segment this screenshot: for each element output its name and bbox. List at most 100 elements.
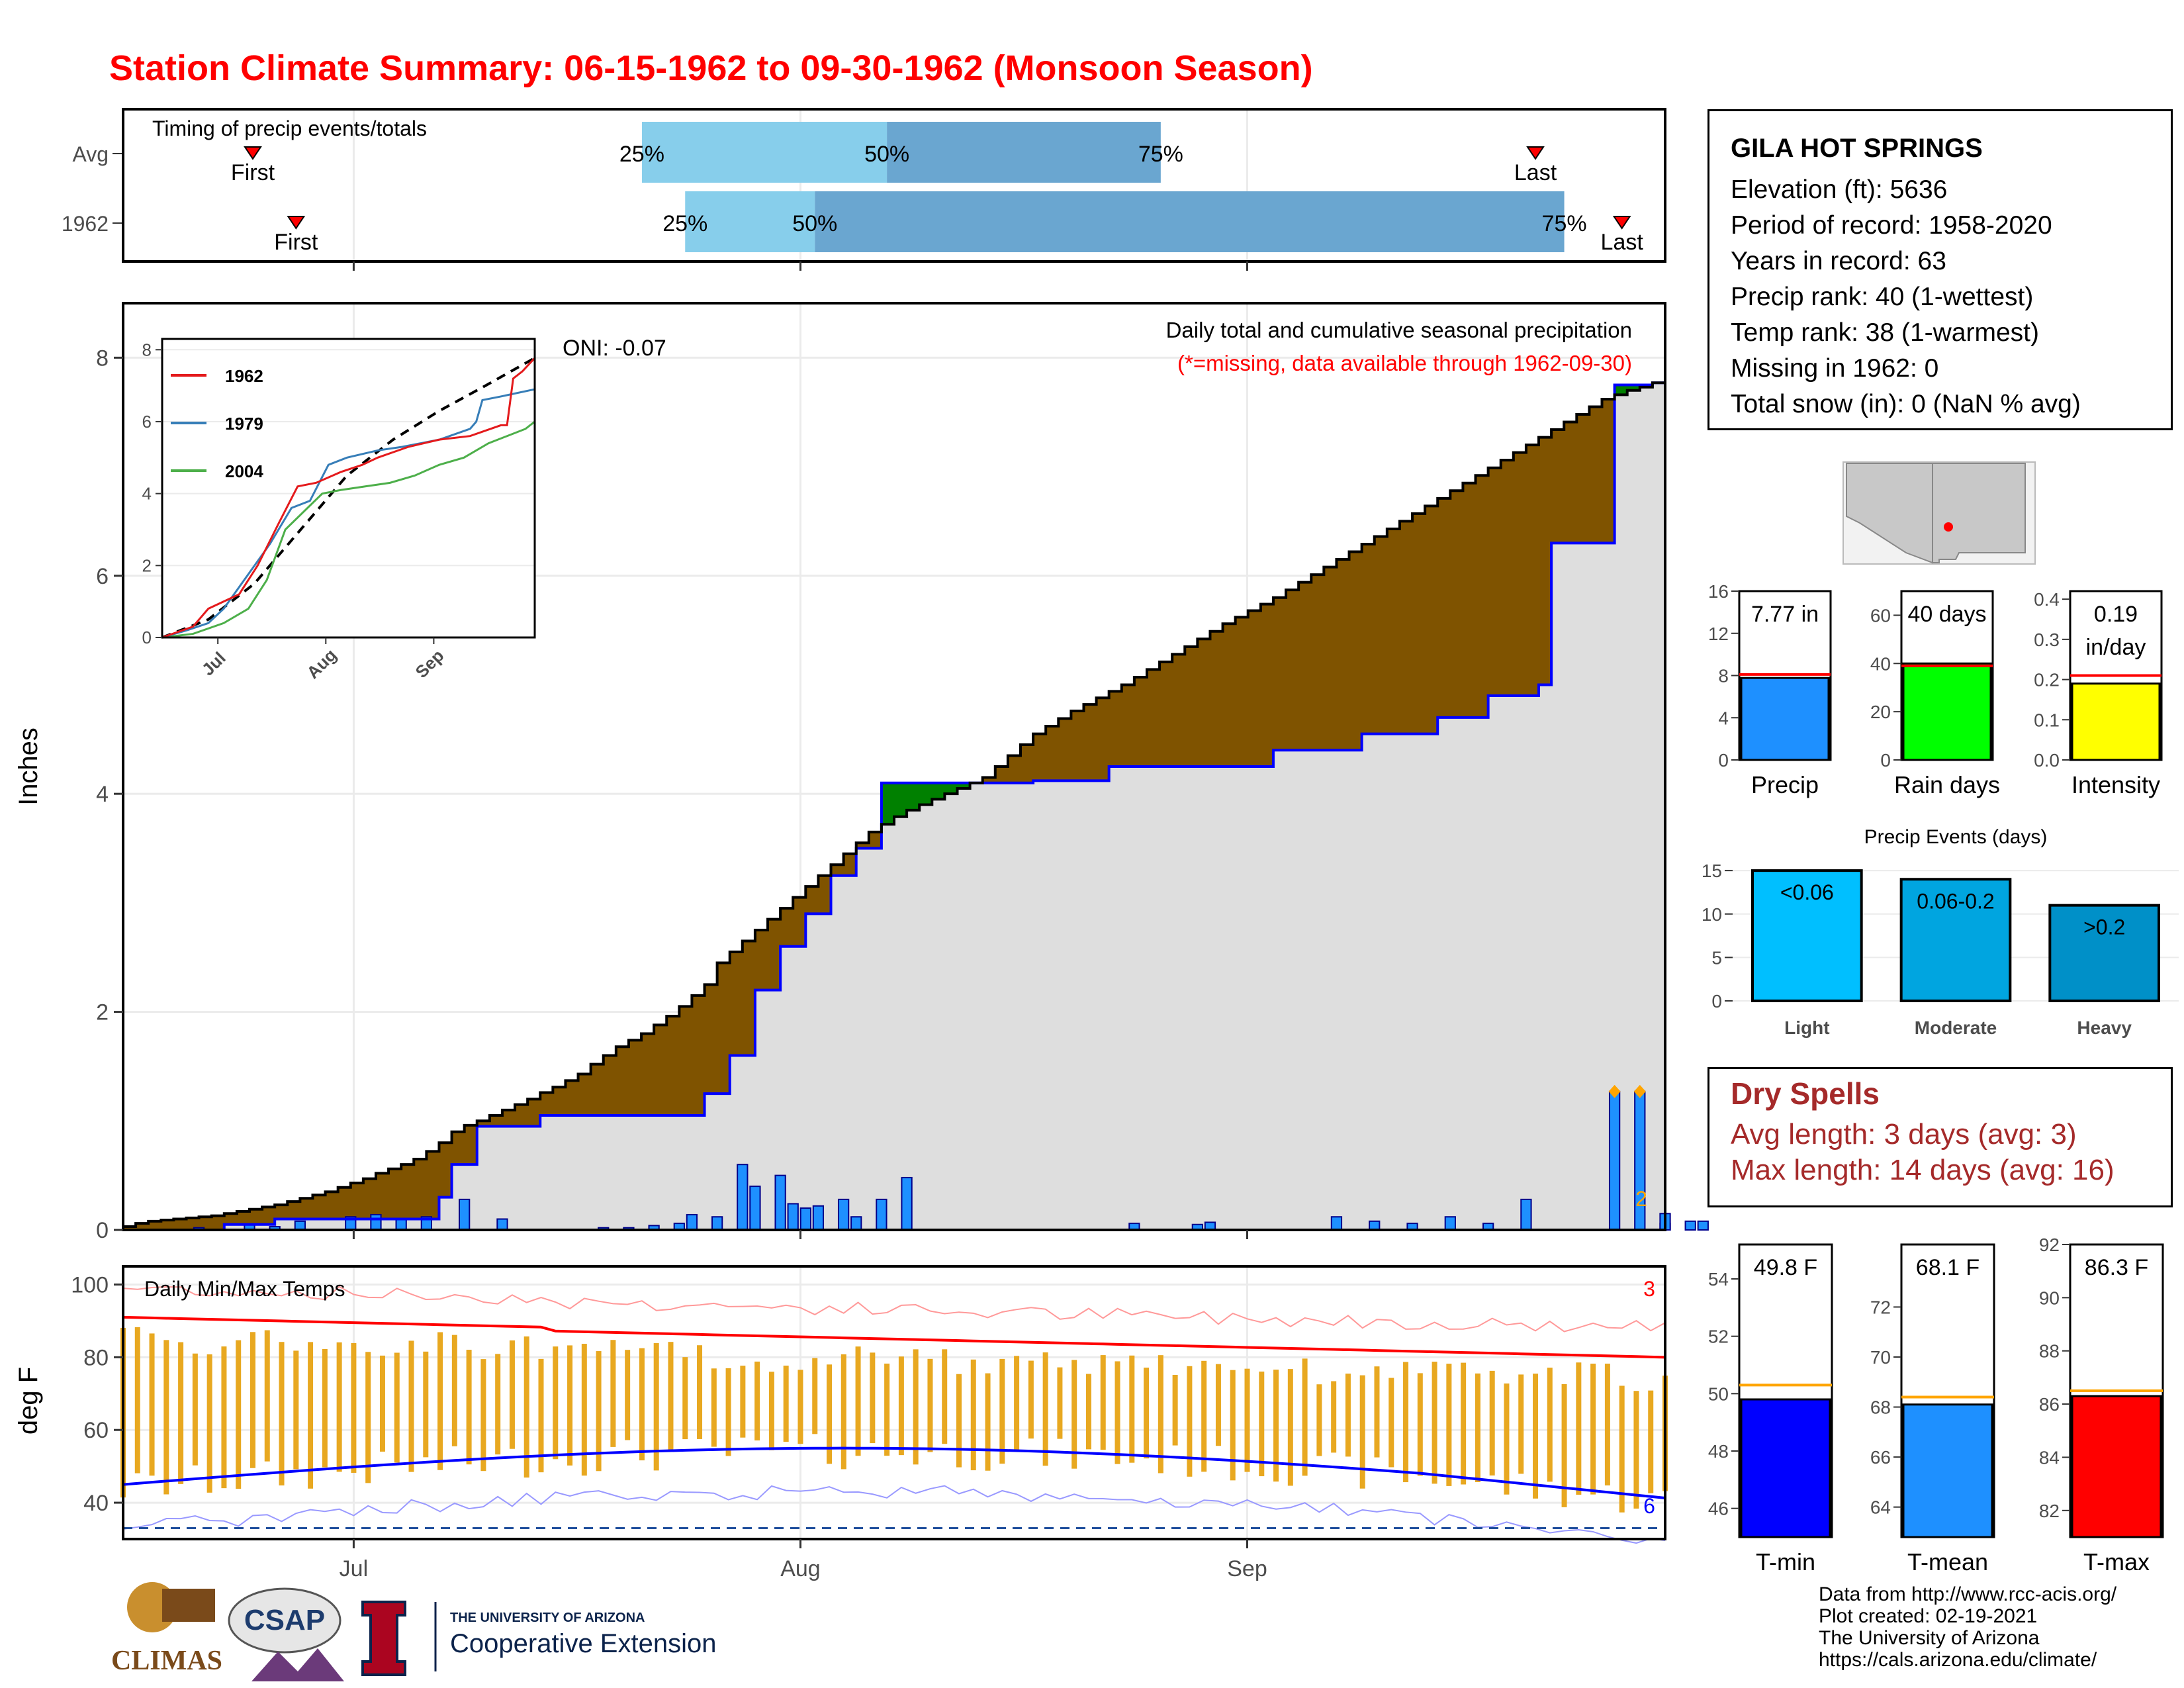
daily-temp-range-bar	[596, 1351, 602, 1472]
temps-chart-title: Daily Min/Max Temps	[144, 1277, 345, 1301]
daily-temp-range-bar	[495, 1354, 501, 1455]
daily-precip-bar	[837, 1198, 850, 1231]
gauge-y-tick-label: 92	[2039, 1235, 2060, 1255]
record-high-count: 3	[1643, 1277, 1655, 1301]
events-bar	[2048, 904, 2160, 1002]
station-snow: Total snow (in): 0 (NaN % avg)	[1731, 390, 2081, 418]
daily-temp-range-bar	[1561, 1383, 1567, 1507]
quartile-label-25: 25%	[619, 142, 664, 167]
gauge-y-tick-label: 0	[1880, 750, 1891, 771]
timing-chart: 25% 50% 75% First Last Avg 25% 50% 75% First Last 1…	[62, 108, 1666, 271]
inset-y-tick-label: 8	[142, 340, 152, 359]
precip-y-tick-label: 8	[96, 346, 109, 371]
last-event-label: Last	[1514, 160, 1557, 185]
climas-logo-block-icon	[162, 1589, 215, 1622]
gauge-y-tick-label: 86	[2039, 1394, 2060, 1415]
last-event-label: Last	[1601, 230, 1644, 255]
precip-chart-title: Daily total and cumulative seasonal prec…	[1166, 318, 1632, 342]
daily-temp-range-bar	[1085, 1374, 1091, 1450]
events-bar	[1751, 869, 1863, 1002]
quartile-label-25: 25%	[662, 211, 707, 236]
first-event-marker	[244, 146, 262, 160]
daily-temp-range-bar	[625, 1350, 631, 1440]
daily-temp-range-bar	[1230, 1370, 1236, 1481]
daily-temp-range-bar	[970, 1359, 976, 1471]
station-precip-rank: Precip rank: 40 (1-wettest)	[1731, 283, 2034, 311]
daily-precip-bar	[774, 1174, 786, 1231]
daily-temp-range-bar	[754, 1361, 760, 1441]
daily-temp-range-bar	[1071, 1360, 1077, 1469]
inset-legend-label: 1962	[225, 366, 263, 386]
daily-temp-range-bar	[322, 1349, 328, 1468]
precip-y-tick-label: 6	[96, 564, 109, 589]
csap-logo-cloud-icon	[228, 1587, 341, 1654]
daily-temp-range-bar	[394, 1352, 400, 1463]
daily-temp-range-bar	[898, 1356, 904, 1456]
daily-temp-range-bar	[1042, 1352, 1048, 1466]
events-bar	[1899, 878, 2012, 1002]
daily-precip-bar	[876, 1198, 887, 1231]
daily-precip-bar	[1684, 1220, 1696, 1231]
daily-temp-range-bar	[1633, 1391, 1639, 1509]
daily-temp-range-bar	[538, 1358, 544, 1473]
temps-y-tick-label: 80	[83, 1345, 109, 1370]
credit-source: Data from http://www.rcc-acis.org/	[1819, 1583, 2117, 1605]
gauge-value-text: 68.1 F	[1916, 1255, 1979, 1280]
daily-temp-range-bar	[408, 1340, 414, 1472]
daily-temp-range-bar	[1604, 1364, 1610, 1485]
temps-x-tick-label: Sep	[1227, 1556, 1267, 1581]
daily-temp-range-bar	[783, 1365, 789, 1442]
daily-precip-bar	[395, 1218, 407, 1231]
csap-logo-mountain-icon	[251, 1648, 344, 1681]
daily-precip-bar	[799, 1207, 811, 1231]
daily-temp-range-bar	[1259, 1371, 1265, 1477]
gauge-charts: 0 4 8 12 16 7.77 in Precip 0 20 40 60 40 days Rain d…	[1708, 581, 2163, 798]
gauge-label: T-min	[1756, 1548, 1815, 1575]
daily-temp-range-bar	[451, 1335, 457, 1446]
gauge-label: T-mean	[1907, 1548, 1988, 1575]
last-event-marker	[1612, 216, 1631, 230]
avg-tmax-line	[122, 1315, 1666, 1359]
daily-temp-range-bar	[682, 1357, 688, 1440]
temps-panel-border	[122, 1265, 1666, 1540]
gauge-value-bar	[1902, 1403, 1993, 1538]
gauge-y-tick-label: 8	[1718, 666, 1729, 686]
gauge-y-tick-label: 84	[2039, 1447, 2060, 1468]
quartile-label-75: 75%	[1542, 211, 1587, 236]
quartile-label-50: 50%	[864, 142, 909, 167]
daily-temp-range-bar	[509, 1340, 515, 1449]
events-category-label: Heavy	[2077, 1017, 2132, 1038]
events-category-label: Light	[1784, 1017, 1829, 1038]
daily-temp-range-bar	[1028, 1360, 1034, 1439]
inset-legend-label: 1979	[225, 414, 263, 434]
credit-university: The University of Arizona	[1819, 1627, 2040, 1649]
daily-temp-range-bar	[1374, 1366, 1380, 1458]
gauge-label: Rain days	[1894, 771, 2000, 798]
gauge-value-text: 40 days	[1907, 602, 1986, 627]
page-title: Station Climate Summary: 06-15-1962 to 0…	[109, 48, 1313, 88]
daily-temp-range-bar	[480, 1359, 486, 1472]
daily-temp-range-bar	[264, 1330, 270, 1462]
daily-temp-range-bar	[336, 1342, 342, 1472]
station-years: Years in record: 63	[1731, 247, 1946, 275]
gauge-y-tick-label: 70	[1870, 1347, 1891, 1368]
daily-temp-range-bar	[437, 1332, 443, 1470]
daily-temp-range-bar	[884, 1363, 890, 1456]
extreme-precip-marker	[1633, 1084, 1646, 1098]
precip-extreme-count: 2	[1635, 1187, 1647, 1211]
inset-1979-line	[161, 388, 535, 639]
daily-temp-range-bar	[293, 1350, 299, 1470]
inset-1962-line	[161, 357, 536, 639]
precip-chart: 0 2 4 6 8 Inches Daily total and cumulative se…	[14, 302, 1709, 1243]
daily-temp-range-bar	[1158, 1355, 1163, 1474]
daily-precip-bar	[737, 1164, 749, 1231]
gauge-value-bar	[1740, 1398, 1831, 1538]
daily-temp-range-bar	[379, 1355, 385, 1452]
daily-temp-range-bar	[1547, 1368, 1553, 1482]
daily-temp-range-bar	[942, 1349, 948, 1444]
daily-precip-bar	[1444, 1216, 1456, 1231]
dry-spells-max: Max length: 14 days (avg: 16)	[1731, 1154, 2115, 1186]
daily-temp-range-bar	[711, 1368, 717, 1447]
daily-precip-bar	[496, 1218, 508, 1231]
daily-temp-range-bar	[855, 1346, 861, 1456]
